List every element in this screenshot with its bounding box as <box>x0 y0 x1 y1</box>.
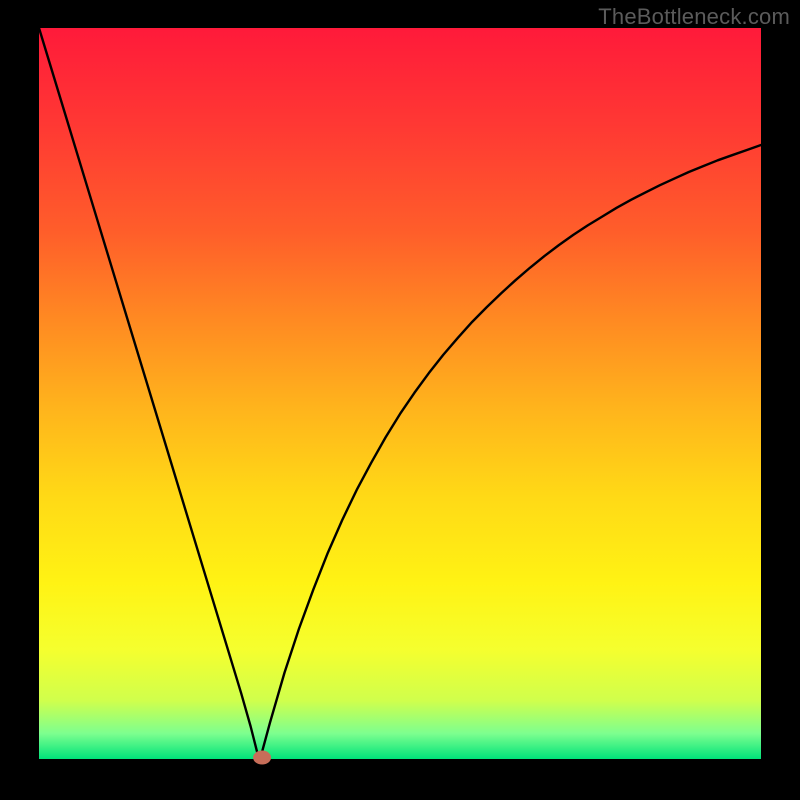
plot-area <box>39 28 761 759</box>
chart-svg <box>0 0 800 800</box>
watermark-label: TheBottleneck.com <box>598 4 790 30</box>
optimal-marker <box>253 751 271 765</box>
chart-frame: TheBottleneck.com <box>0 0 800 800</box>
